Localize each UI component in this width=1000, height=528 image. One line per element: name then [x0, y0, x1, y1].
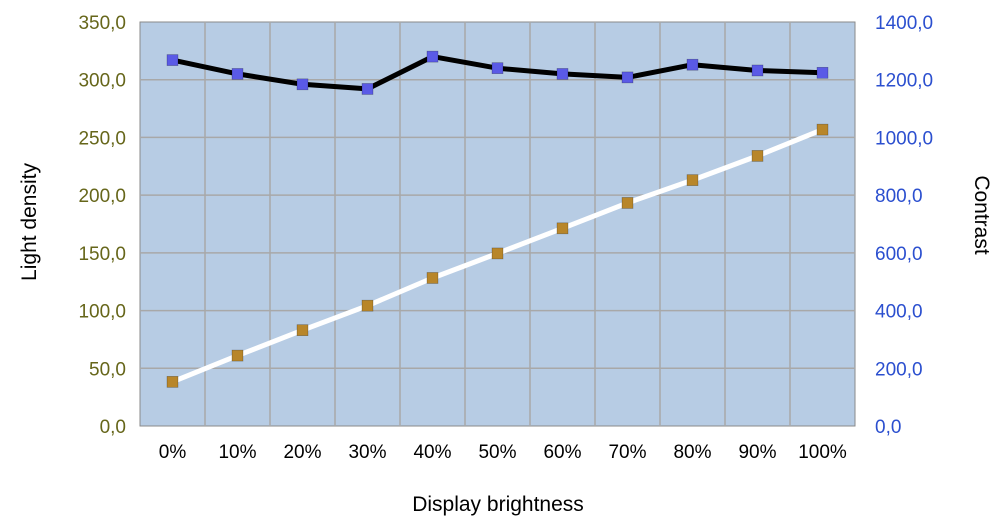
y-axis-title: Light density — [18, 163, 41, 281]
left-tick-label: 250,0 — [78, 128, 126, 149]
right-tick-label: 1000,0 — [875, 128, 933, 149]
series-2-point — [491, 247, 504, 260]
right-tick-label: 400,0 — [875, 302, 923, 323]
left-tick-label: 150,0 — [78, 244, 126, 265]
right-tick-label: 800,0 — [875, 186, 923, 207]
left-tick-label: 350,0 — [78, 13, 126, 34]
x-tick-label: 50% — [478, 442, 516, 463]
right-tick-label: 600,0 — [875, 244, 923, 265]
series-1-point — [686, 58, 699, 71]
x-tick-label: 70% — [608, 442, 646, 463]
series-2-point — [556, 222, 569, 235]
right-tick-label: 1200,0 — [875, 71, 933, 92]
series-1-point — [491, 62, 504, 74]
right-tick-label: 200,0 — [875, 359, 923, 380]
series-2-point — [296, 324, 309, 336]
series-2-point — [751, 150, 764, 162]
right-tick-label: 1400,0 — [875, 13, 933, 34]
left-tick-label: 0,0 — [100, 417, 126, 438]
series-2-point — [231, 349, 244, 362]
series-1 — [166, 50, 829, 95]
series-1-point — [166, 54, 179, 66]
right-axis-ticks: 0,0 200,0 400,0 600,0 800,0 1000,0 1200,0 1400,… — [875, 13, 933, 438]
plot-area — [139, 21, 856, 427]
x-tick-label: 20% — [283, 442, 321, 463]
x-tick-label: 80% — [673, 442, 711, 463]
series-1-point — [426, 50, 439, 63]
x-tick-label: 30% — [348, 442, 386, 463]
series-2-point — [816, 123, 829, 136]
series-1-point — [621, 71, 634, 84]
series-1-point — [361, 83, 374, 95]
x-tick-label: 40% — [413, 442, 451, 463]
series-1-point — [296, 78, 309, 91]
series-2 — [166, 123, 829, 388]
y2-axis-title: Contrast — [970, 175, 993, 255]
left-tick-label: 300,0 — [78, 71, 126, 92]
series-1-point — [751, 64, 764, 77]
x-tick-label: 10% — [218, 442, 256, 463]
left-tick-label: 50,0 — [89, 359, 126, 380]
x-tick-label: 100% — [798, 442, 847, 463]
series-1-point — [816, 66, 829, 79]
right-tick-label: 0,0 — [875, 417, 901, 438]
series-2-point — [621, 197, 634, 209]
left-tick-label: 100,0 — [78, 302, 126, 323]
series-1-point — [556, 68, 569, 80]
series-1-point — [231, 68, 244, 80]
series-2-point — [426, 272, 439, 284]
x-axis-title: Display brightness — [412, 493, 584, 516]
x-axis-ticks: 0% 10% 20% 30% 40% 50% 60% 70% 80% 90% 100% — [159, 442, 847, 463]
series-2-point — [166, 376, 179, 388]
x-tick-label: 90% — [738, 442, 776, 463]
series-2-point — [361, 299, 374, 312]
x-tick-label: 0% — [159, 442, 187, 463]
left-tick-label: 200,0 — [78, 186, 126, 207]
series-2-point — [686, 174, 699, 186]
x-tick-label: 60% — [543, 442, 581, 463]
series — [166, 50, 829, 388]
left-axis-ticks: 0,0 50,0 100,0 150,0 200,0 250,0 300,0 350,0 — [78, 13, 126, 438]
